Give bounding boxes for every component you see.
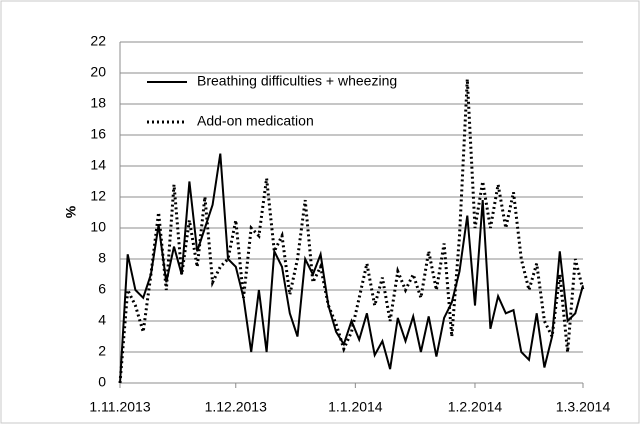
y-tick-label: 0: [98, 374, 106, 390]
y-tick-label: 12: [90, 188, 106, 204]
legend-label: Breathing difficulties + wheezing: [197, 73, 397, 89]
y-axis-label: %: [63, 205, 79, 218]
y-tick-label: 14: [90, 157, 106, 173]
y-tick-label: 20: [90, 64, 106, 80]
y-tick-label: 16: [90, 126, 106, 142]
y-tick-label: 18: [90, 95, 106, 111]
y-tick-label: 10: [90, 219, 106, 235]
x-tick-label: 1.12.2013: [205, 399, 267, 415]
x-tick-label: 1.2.2014: [448, 399, 503, 415]
legend-label: Add-on medication: [197, 113, 314, 129]
y-tick-label: 8: [98, 250, 106, 266]
series-line: [119, 153, 584, 384]
y-tick-label: 4: [98, 312, 106, 328]
y-tick-label: 2: [98, 343, 106, 359]
x-tick-label: 1.3.2014: [556, 399, 611, 415]
y-tick-label: 22: [90, 33, 106, 49]
x-tick-label: 1.1.2014: [328, 399, 383, 415]
y-tick-label: 6: [98, 281, 106, 297]
x-tick-label: 1.11.2013: [89, 399, 150, 415]
